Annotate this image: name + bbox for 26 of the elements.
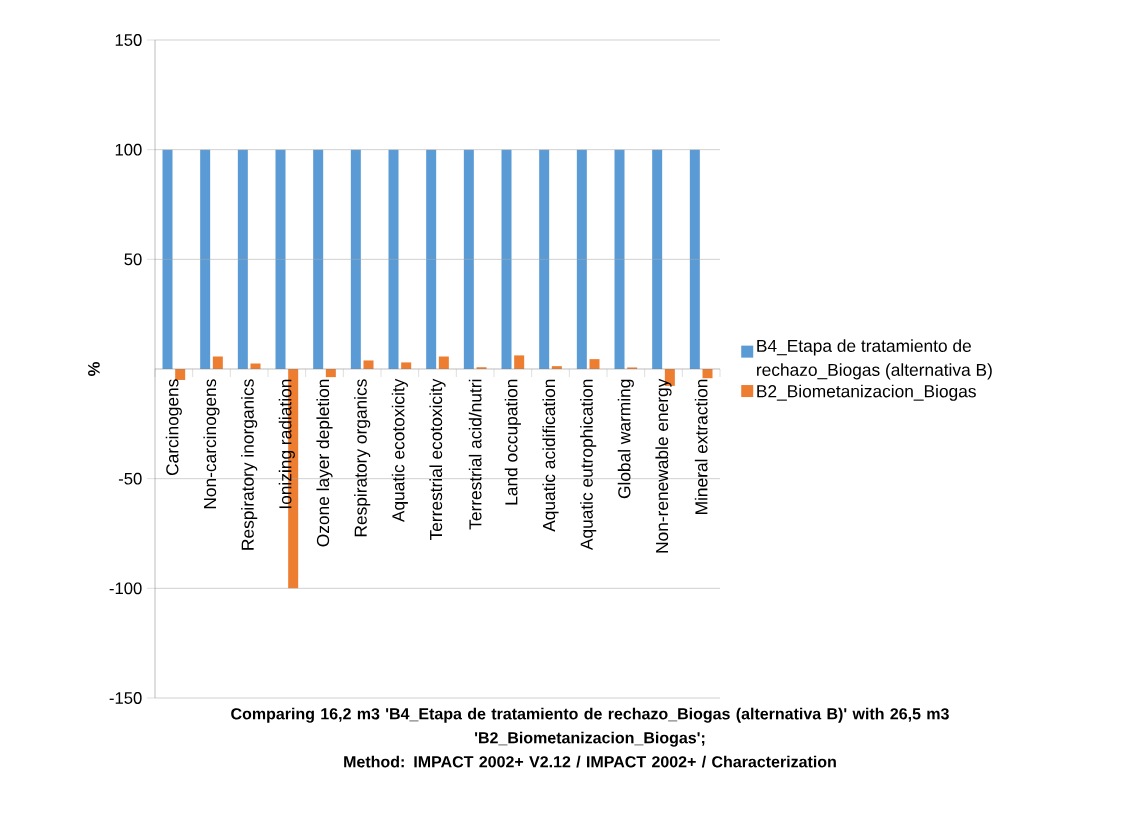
- x-tick-label: Aquatic acidification: [542, 379, 559, 532]
- x-tick-label: Land occupation: [504, 379, 521, 505]
- x-tick-label: Ionizing radiation: [278, 379, 295, 509]
- x-tick-label: Respiratory inorganics: [241, 379, 258, 550]
- y-tick-label: 50: [124, 253, 142, 266]
- x-tick-label: Respiratory organics: [354, 379, 371, 537]
- legend-label: B4_Etapa de tratamiento de rechazo_Biogas (alternativa B): [757, 339, 992, 380]
- legend-label: B2_Biometanizacion_Biogas: [757, 384, 976, 401]
- x-tick-label: Non-carcinogens: [203, 379, 220, 509]
- x-tick-label: Aquatic eutrophication: [580, 379, 597, 551]
- x-tick-label: Carcinogens: [165, 379, 182, 476]
- y-axis-title: %: [88, 362, 100, 376]
- x-tick-label: Global warming: [617, 379, 634, 499]
- text: Method: IMPACT 2002+ V2.12 / IMPACT 2002+ / Characterization: [344, 755, 836, 768]
- x-tick-label: Aquatic ecotoxicity: [391, 378, 408, 523]
- x-tick-label: Mineral extraction: [694, 379, 708, 514]
- y-tick-label: -50: [118, 472, 142, 485]
- x-tick-label: Terrestrial ecotoxicity: [429, 378, 446, 541]
- x-tick-label: Ozone layer depletion: [316, 379, 333, 547]
- y-tick-label: -150: [109, 692, 142, 704]
- x-tick-label: Non-renewable energy: [655, 378, 672, 553]
- x-tick-label: Terrestrial acid/nutri: [468, 379, 482, 530]
- y-tick-label: -100: [109, 582, 142, 595]
- text: Comparing 16,2 m3 'B4_Etapa de tratamiento de rechazo_Biogas (alternativa B)' with 26,5 m3 'B2_Biometanizacion_Biogas';: [231, 707, 949, 747]
- y-tick-label: 100: [115, 143, 142, 156]
- y-tick-label: 150: [115, 34, 142, 46]
